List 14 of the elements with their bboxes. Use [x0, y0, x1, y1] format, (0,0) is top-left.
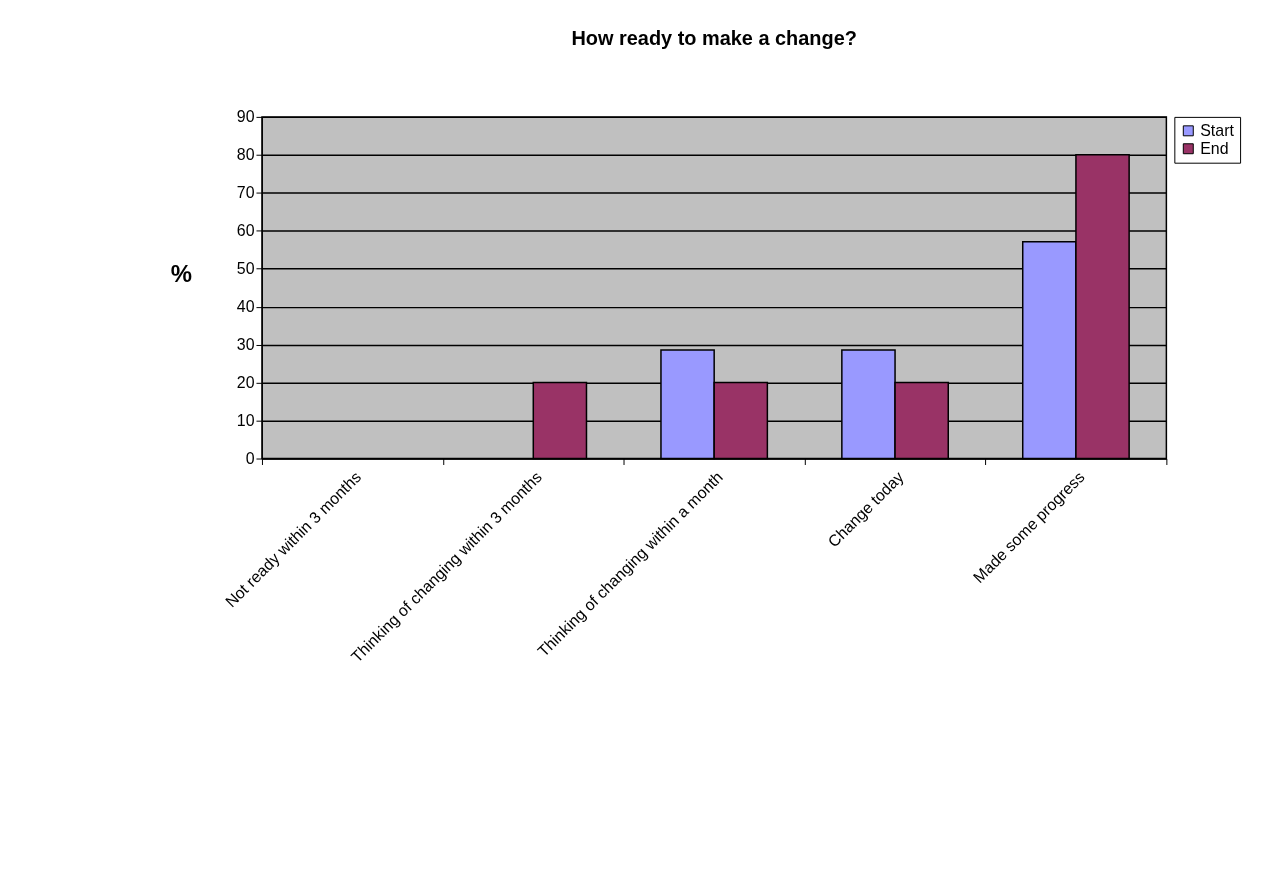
y-tick-label: 30: [236, 336, 255, 354]
legend-label: End: [1200, 139, 1229, 157]
chart-title: How ready to make a change?: [571, 27, 857, 50]
y-tick-label: 20: [236, 374, 255, 392]
y-tick-label: 80: [236, 146, 255, 164]
y-tick-label: 90: [236, 108, 255, 126]
y-tick-label: 10: [236, 412, 255, 430]
y-tick-label: 70: [236, 184, 255, 202]
y-tick-label: 40: [236, 298, 255, 316]
y-tick-label: 0: [245, 450, 255, 467]
y-tick-label: 50: [236, 260, 255, 278]
y-tick-label: 60: [236, 222, 255, 240]
legend-label: Start: [1200, 121, 1235, 139]
y-axis-title: %: [170, 259, 192, 287]
